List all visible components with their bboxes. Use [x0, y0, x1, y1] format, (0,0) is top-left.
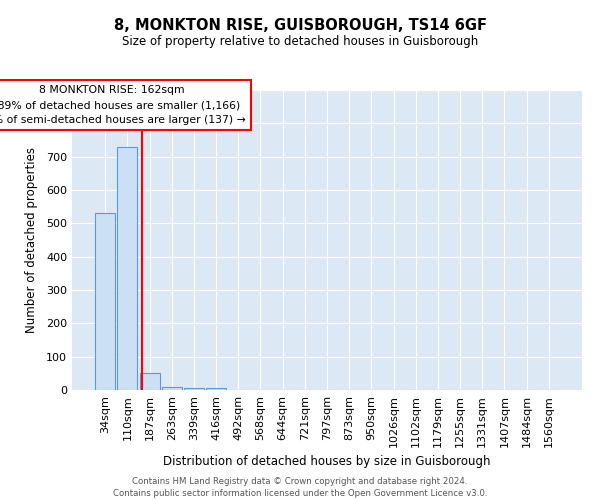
Text: 8 MONKTON RISE: 162sqm
← 89% of detached houses are smaller (1,166)
11% of semi-: 8 MONKTON RISE: 162sqm ← 89% of detached…	[0, 85, 245, 125]
Y-axis label: Number of detached properties: Number of detached properties	[25, 147, 38, 333]
Bar	[206, 388, 226, 390]
Bar	[162, 388, 182, 390]
Bar	[95, 214, 115, 390]
Text: 8, MONKTON RISE, GUISBOROUGH, TS14 6GF: 8, MONKTON RISE, GUISBOROUGH, TS14 6GF	[113, 18, 487, 32]
Text: Contains HM Land Registry data © Crown copyright and database right 2024.: Contains HM Land Registry data © Crown c…	[132, 478, 468, 486]
Bar	[140, 374, 160, 390]
X-axis label: Distribution of detached houses by size in Guisborough: Distribution of detached houses by size …	[163, 456, 491, 468]
Text: Contains public sector information licensed under the Open Government Licence v3: Contains public sector information licen…	[113, 489, 487, 498]
Bar	[118, 146, 137, 390]
Bar	[184, 388, 204, 390]
Text: Size of property relative to detached houses in Guisborough: Size of property relative to detached ho…	[122, 35, 478, 48]
